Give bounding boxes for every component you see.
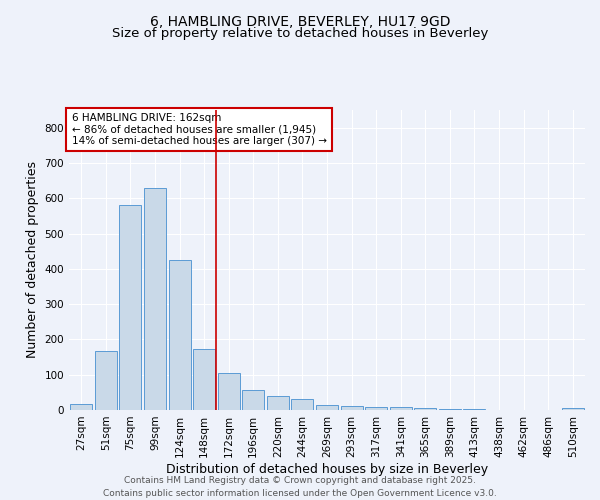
Bar [144, 188, 166, 410]
Text: Size of property relative to detached houses in Beverley: Size of property relative to detached ho… [112, 28, 488, 40]
Bar [169, 260, 191, 410]
Bar [95, 350, 117, 410]
Bar [70, 404, 92, 410]
Bar [267, 396, 289, 410]
Text: 6 HAMBLING DRIVE: 162sqm
← 86% of detached houses are smaller (1,945)
14% of sem: 6 HAMBLING DRIVE: 162sqm ← 86% of detach… [71, 113, 326, 146]
Text: 6, HAMBLING DRIVE, BEVERLEY, HU17 9GD: 6, HAMBLING DRIVE, BEVERLEY, HU17 9GD [150, 15, 450, 29]
Bar [439, 409, 461, 410]
X-axis label: Distribution of detached houses by size in Beverley: Distribution of detached houses by size … [166, 462, 488, 475]
Bar [562, 408, 584, 410]
Bar [242, 390, 265, 410]
Bar [389, 407, 412, 410]
Bar [414, 408, 436, 410]
Bar [218, 373, 240, 410]
Bar [292, 400, 313, 410]
Text: Contains HM Land Registry data © Crown copyright and database right 2025.
Contai: Contains HM Land Registry data © Crown c… [103, 476, 497, 498]
Bar [193, 350, 215, 410]
Bar [119, 206, 142, 410]
Bar [316, 404, 338, 410]
Y-axis label: Number of detached properties: Number of detached properties [26, 162, 39, 358]
Bar [341, 406, 362, 410]
Bar [365, 407, 387, 410]
